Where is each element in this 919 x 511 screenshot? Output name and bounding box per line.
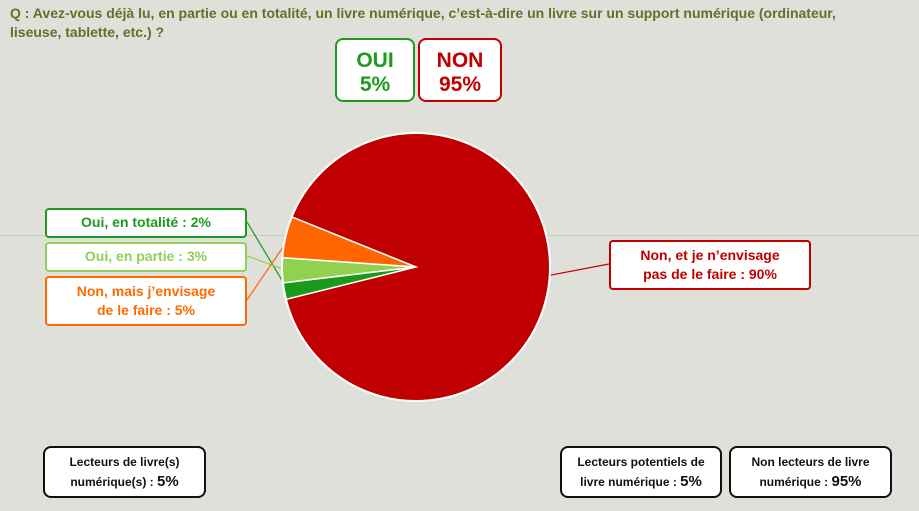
box-potentiels-line2-row: livre numérique : 5%	[562, 472, 720, 492]
oui-label: OUI	[356, 49, 394, 72]
box-potentiels-line2: livre numérique :	[580, 475, 677, 489]
label-non-envisage: Non, mais j’envisage de le faire : 5%	[45, 276, 247, 326]
label-oui-totalite-text: Oui, en totalité : 2%	[81, 214, 211, 230]
connector-oui-totalite	[246, 221, 289, 291]
box-lecteurs-potentiels: Lecteurs potentiels de livre numérique :…	[560, 446, 722, 498]
connector-non-envisage	[246, 237, 290, 301]
non-value: 95%	[438, 73, 482, 96]
box-lecteurs: Lecteurs de livre(s) numérique(s) : 5%	[43, 446, 206, 498]
label-oui-partie: Oui, en partie : 3%	[45, 242, 247, 272]
box-non-lecteurs-value: 95%	[831, 473, 862, 490]
label-oui-partie-text: Oui, en partie : 3%	[84, 248, 208, 264]
question-text: Q : Avez-vous déjà lu, en partie ou en t…	[10, 5, 836, 40]
box-non-lecteurs-line2: numérique :	[759, 475, 829, 489]
connector-oui-partie	[246, 255, 287, 271]
box-non-lecteurs: Non lecteurs de livre numérique : 95%	[729, 446, 892, 498]
label-non-envisage-pas-line1: Non, et je n’envisage	[640, 247, 780, 263]
box-non-lecteurs-line1: Non lecteurs de livre	[751, 455, 870, 469]
connector-non-envisage-pas	[545, 263, 610, 277]
box-lecteurs-line1: Lecteurs de livre(s)	[69, 455, 180, 469]
box-potentiels-line1: Lecteurs potentiels de	[577, 455, 705, 469]
box-lecteurs-line2-row: numérique(s) : 5%	[45, 472, 204, 492]
box-non-lecteurs-line2-row: numérique : 95%	[731, 472, 890, 492]
oui-value: 5%	[359, 73, 391, 96]
pie-connectors	[246, 221, 610, 301]
oui-summary-box: OUI 5%	[335, 38, 415, 102]
label-non-envisage-line1: Non, mais j’envisage	[76, 283, 216, 299]
pie-slices	[281, 132, 551, 402]
pie-outline	[281, 132, 551, 402]
label-non-envisage-pas: Non, et je n’envisage pas de le faire : …	[609, 240, 811, 290]
label-non-envisage-pas-line2: pas de le faire : 90%	[643, 266, 777, 282]
non-label: NON	[436, 49, 484, 72]
box-lecteurs-value: 5%	[157, 473, 179, 490]
label-oui-totalite: Oui, en totalité : 2%	[45, 208, 247, 238]
box-lecteurs-line2: numérique(s) :	[70, 475, 154, 489]
label-non-envisage-line2: de le faire : 5%	[96, 302, 196, 318]
non-summary-box: NON 95%	[418, 38, 502, 102]
box-potentiels-value: 5%	[680, 473, 702, 490]
